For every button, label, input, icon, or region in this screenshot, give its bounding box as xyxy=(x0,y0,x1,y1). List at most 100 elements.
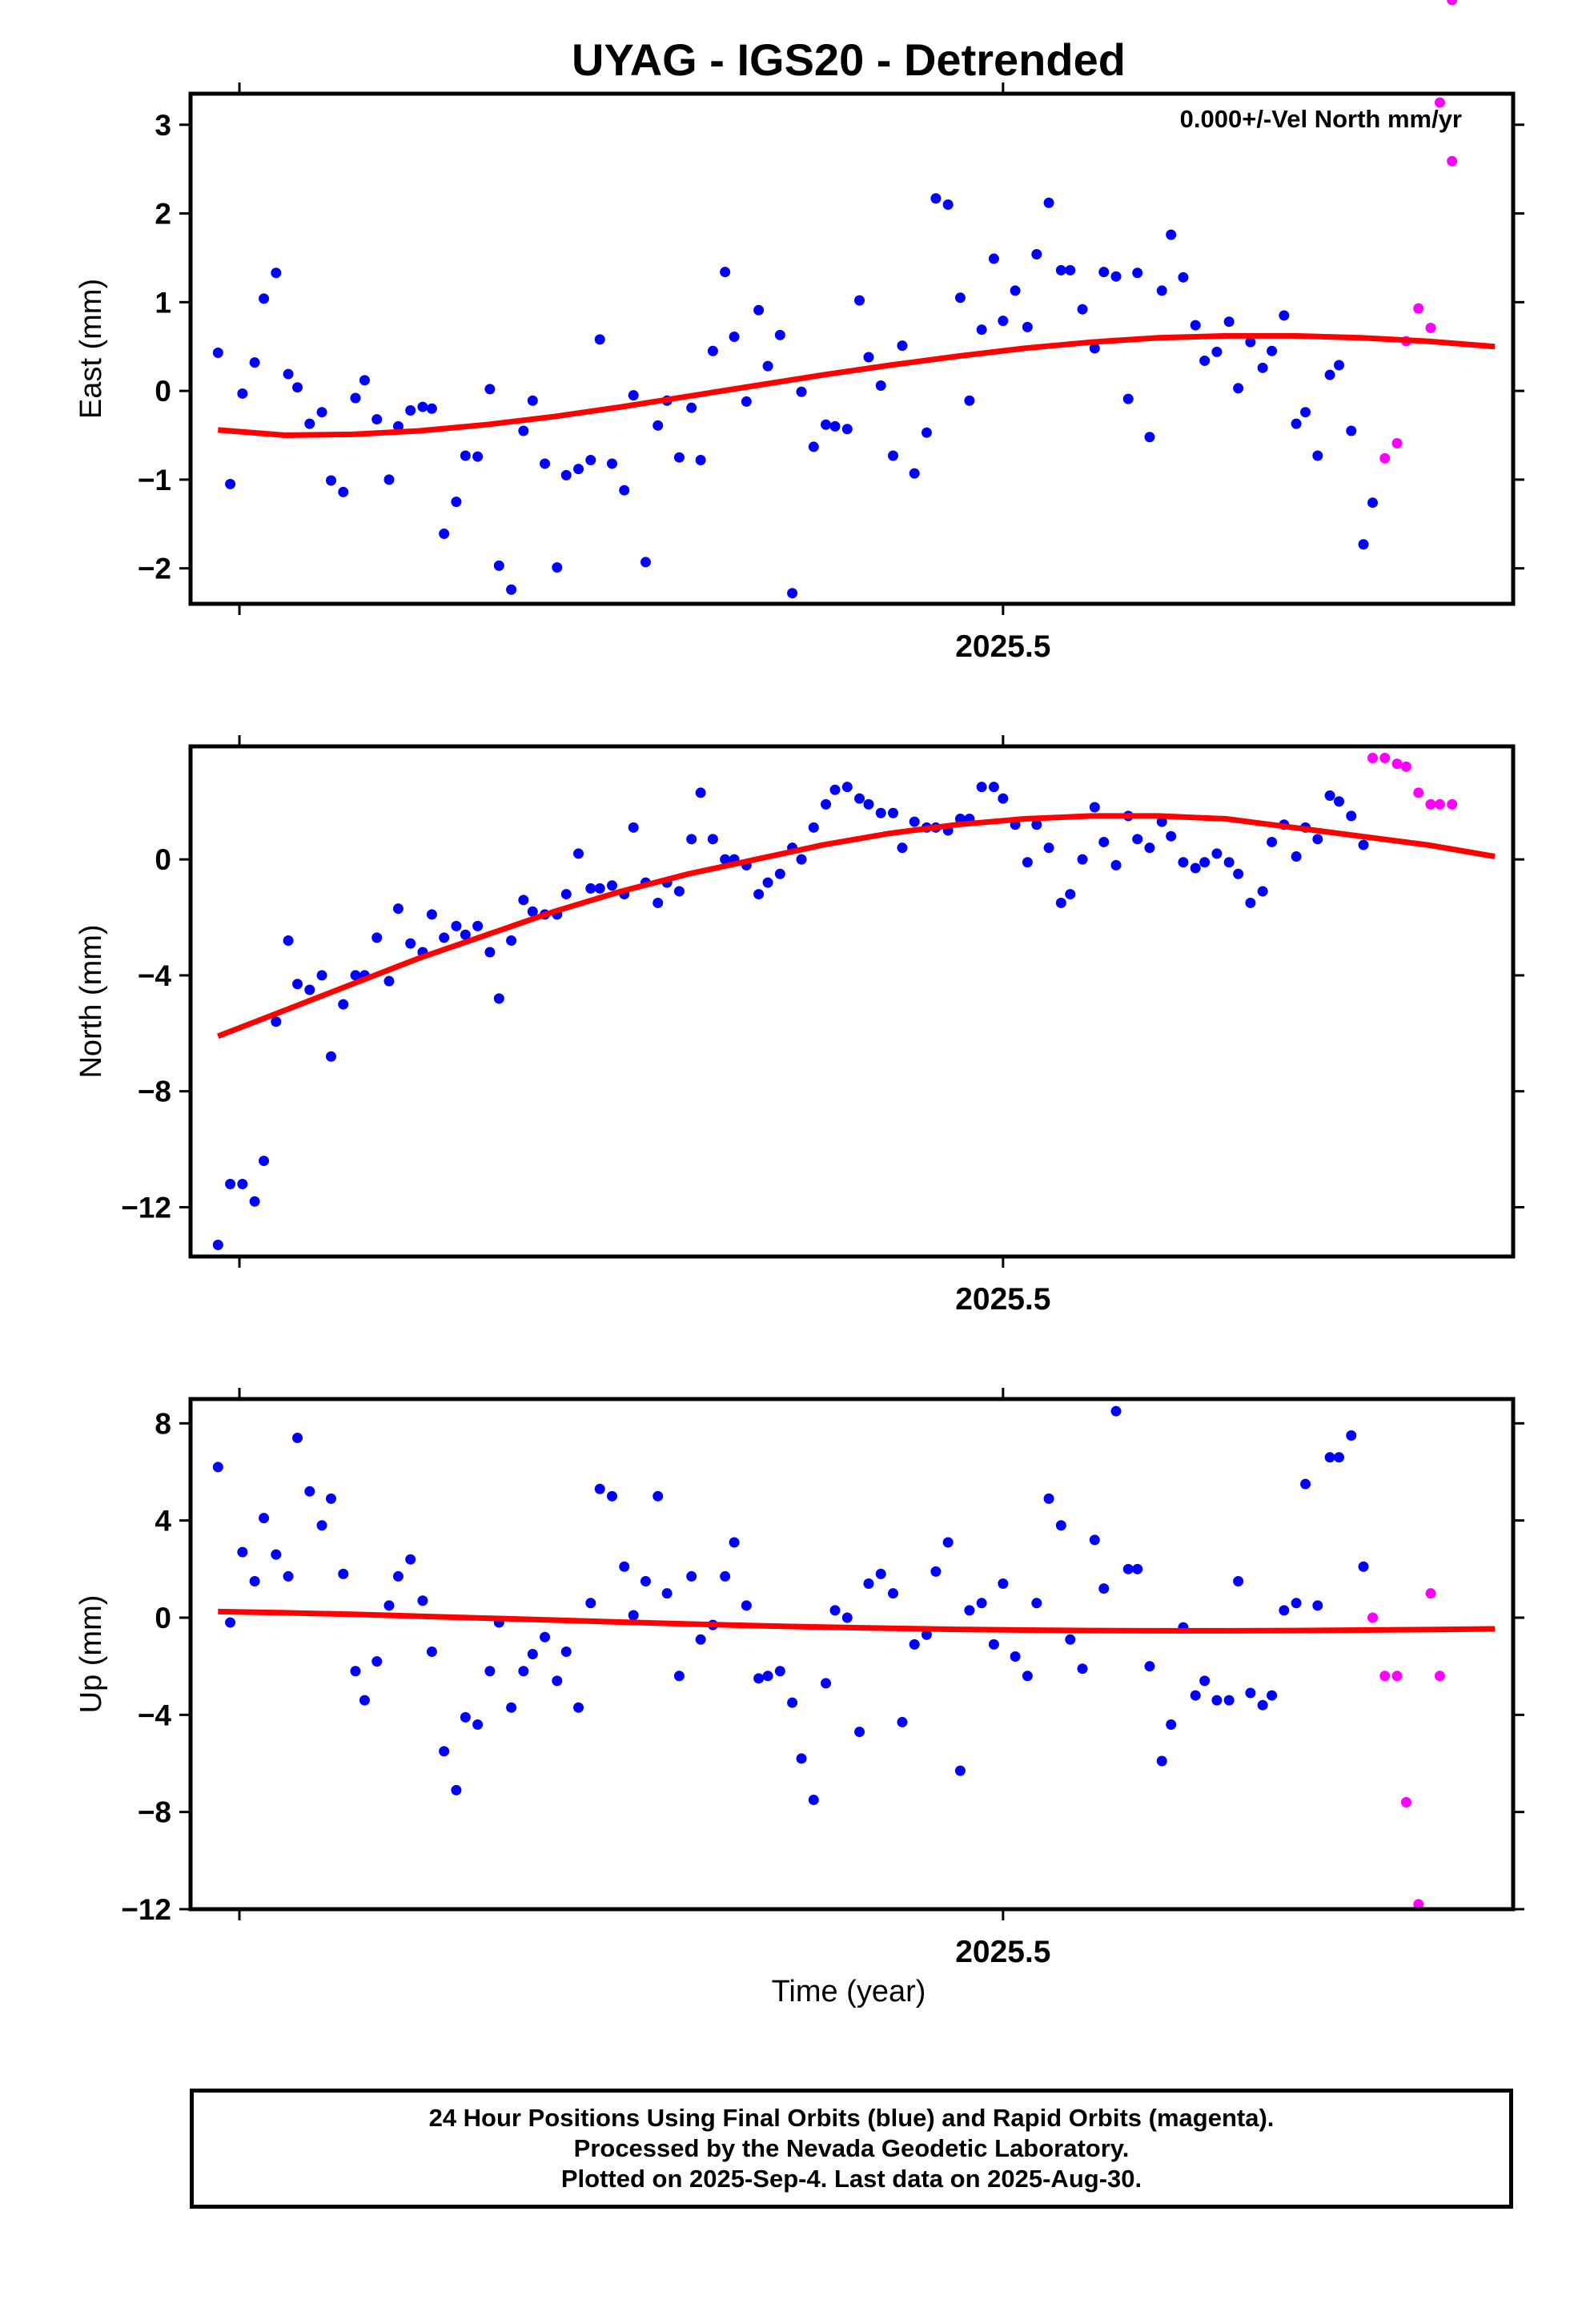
y-axis-label: Up (mm) xyxy=(74,1595,108,1714)
final-orbit-point xyxy=(1245,1687,1256,1699)
final-orbit-point xyxy=(585,883,596,894)
final-orbit-point xyxy=(821,798,832,810)
final-orbit-point xyxy=(762,1671,773,1682)
final-orbit-point xyxy=(1144,1661,1155,1672)
rapid-orbit-point xyxy=(1400,761,1411,772)
final-orbit-point xyxy=(271,1016,282,1027)
final-orbit-point xyxy=(560,889,572,900)
final-orbit-point xyxy=(594,883,605,894)
final-orbit-point xyxy=(560,469,572,480)
final-orbit-point xyxy=(1199,355,1211,366)
y-tick-label: 0 xyxy=(155,375,171,408)
final-orbit-point xyxy=(988,782,999,793)
final-orbit-point xyxy=(506,584,517,595)
rapid-orbit-point xyxy=(1413,1899,1424,1910)
final-orbit-point xyxy=(841,424,853,435)
final-orbit-point xyxy=(225,478,236,489)
final-orbit-point xyxy=(527,395,538,406)
footer-line-3: Plotted on 2025-Sep-4. Last data on 2025… xyxy=(560,2165,1142,2193)
final-orbit-point xyxy=(1367,497,1378,509)
final-orbit-point xyxy=(628,822,639,833)
final-orbit-point xyxy=(426,1646,437,1657)
final-orbit-point xyxy=(998,793,1009,804)
final-orbit-point xyxy=(383,1600,395,1611)
final-orbit-point xyxy=(762,360,773,372)
final-orbit-point xyxy=(1089,1534,1100,1546)
final-orbit-point xyxy=(1156,1755,1167,1767)
final-orbit-point xyxy=(1279,1605,1290,1616)
final-orbit-point xyxy=(1156,285,1167,296)
final-orbit-point xyxy=(753,304,765,316)
final-orbit-point xyxy=(1166,229,1177,240)
final-orbit-point xyxy=(304,418,315,429)
final-orbit-point xyxy=(417,1595,428,1606)
final-orbit-point xyxy=(1346,810,1357,822)
final-orbit-point xyxy=(1031,1598,1042,1609)
final-orbit-point xyxy=(594,334,605,345)
plot-frame xyxy=(188,744,1516,1259)
y-tick-label: 8 xyxy=(155,1407,171,1440)
final-orbit-point xyxy=(237,1179,248,1190)
rapid-orbit-point xyxy=(1425,322,1436,333)
final-orbit-point xyxy=(338,1568,349,1579)
final-orbit-point xyxy=(392,903,404,915)
y-axis-label: East (mm) xyxy=(74,279,108,419)
rapid-orbit-point xyxy=(1434,798,1445,810)
final-orbit-point xyxy=(640,1576,651,1586)
final-orbit-point xyxy=(316,970,327,981)
final-orbit-point xyxy=(628,1610,639,1621)
plot-frame xyxy=(188,1397,1516,1912)
fit-curve xyxy=(218,1608,1496,1634)
final-orbit-point xyxy=(808,822,819,833)
final-orbit-point xyxy=(212,347,223,358)
final-orbit-point xyxy=(518,895,529,906)
final-orbit-point xyxy=(774,329,785,340)
x-tick-label: 2025.5 xyxy=(955,1282,1050,1317)
final-orbit-point xyxy=(1089,343,1100,354)
final-orbit-point xyxy=(249,357,260,368)
final-orbit-point xyxy=(976,324,987,336)
final-orbit-point xyxy=(888,450,899,461)
final-orbit-point xyxy=(954,292,966,304)
rapid-orbit-point xyxy=(1379,1671,1391,1682)
final-orbit-point xyxy=(1267,836,1278,847)
final-orbit-point xyxy=(841,1612,853,1623)
final-orbit-point xyxy=(292,382,303,393)
final-orbit-point xyxy=(607,880,618,891)
final-orbit-point xyxy=(326,475,337,486)
final-orbit-point xyxy=(1065,1634,1076,1645)
final-orbit-point xyxy=(1110,1405,1122,1417)
final-orbit-point xyxy=(863,1578,874,1590)
final-orbit-point xyxy=(1358,839,1369,850)
final-orbit-point xyxy=(1122,393,1134,404)
footer-line-1: 24 Hour Positions Using Final Orbits (bl… xyxy=(428,2104,1275,2132)
rapid-orbit-point xyxy=(1413,303,1424,314)
final-orbit-point xyxy=(1257,1699,1268,1711)
rapid-orbit-point xyxy=(1425,798,1436,810)
final-orbit-point xyxy=(909,816,920,827)
final-orbit-point xyxy=(573,848,584,859)
final-orbit-point xyxy=(753,1673,765,1684)
final-orbit-point xyxy=(1022,1671,1033,1682)
rapid-orbit-point xyxy=(1391,758,1403,770)
final-orbit-point xyxy=(741,396,752,407)
y-tick-label: 2 xyxy=(155,198,171,231)
final-orbit-point xyxy=(808,1795,819,1805)
y-tick-label: −4 xyxy=(138,1699,172,1731)
final-orbit-point xyxy=(720,1570,731,1582)
final-orbit-point xyxy=(619,485,630,496)
final-orbit-point xyxy=(271,1549,282,1560)
final-orbit-point xyxy=(540,458,551,469)
final-orbit-point xyxy=(417,401,428,412)
y-tick-label: −8 xyxy=(138,1796,171,1829)
rapid-orbit-point xyxy=(1391,437,1403,448)
rapid-orbit-point xyxy=(1447,798,1458,810)
final-orbit-point xyxy=(1312,834,1323,845)
final-orbit-point xyxy=(560,1646,572,1657)
final-orbit-point xyxy=(506,1702,517,1713)
final-orbit-point xyxy=(998,316,1009,327)
y-tick-label: 0 xyxy=(155,843,171,876)
final-orbit-point xyxy=(460,1711,471,1723)
final-orbit-point xyxy=(1300,1478,1311,1490)
